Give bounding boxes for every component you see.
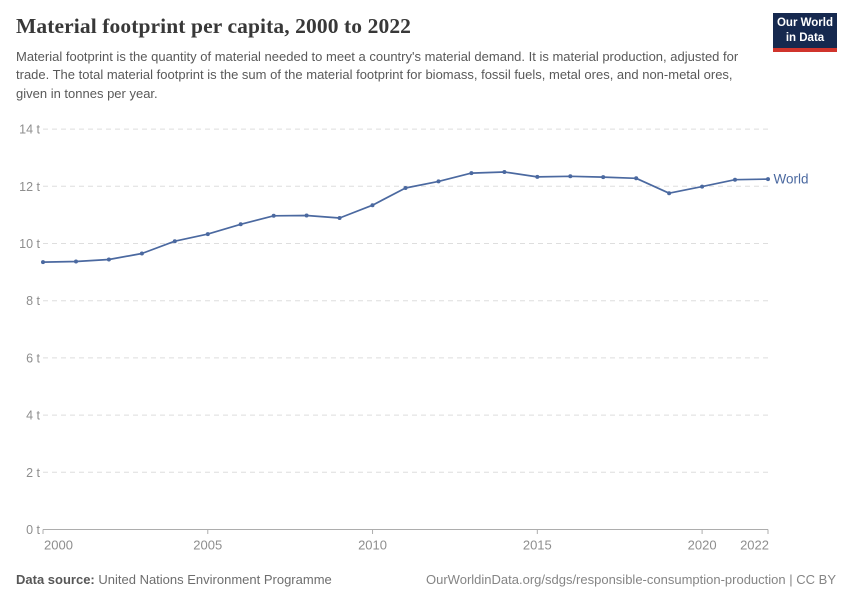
data-point-2022 <box>766 177 770 182</box>
owid-logo[interactable]: Our World in Data <box>773 13 837 52</box>
data-point-2010 <box>370 203 375 208</box>
data-source: Data source: United Nations Environment … <box>16 572 332 587</box>
data-point-2013 <box>469 171 474 176</box>
footer-url-link[interactable]: OurWorldinData.org/sdgs/responsible-cons… <box>426 572 786 587</box>
y-tick-label-4: 4 t <box>26 409 40 423</box>
y-tick-label-6: 6 t <box>26 351 40 365</box>
footer-attribution: OurWorldinData.org/sdgs/responsible-cons… <box>426 572 836 587</box>
y-tick-label-10: 10 t <box>19 237 40 251</box>
x-tick-label-2010: 2010 <box>358 538 387 553</box>
data-point-2001 <box>74 259 78 264</box>
data-point-2004 <box>172 239 177 244</box>
chart-footer: Data source: United Nations Environment … <box>16 572 836 587</box>
chart-title: Material footprint per capita, 2000 to 2… <box>16 14 412 38</box>
x-tick-label-2020: 2020 <box>688 538 717 553</box>
y-tick-label-8: 8 t <box>26 294 40 308</box>
data-point-2018 <box>634 176 639 181</box>
x-tick-label-2000: 2000 <box>44 538 73 553</box>
data-source-value: United Nations Environment Programme <box>98 572 332 587</box>
data-point-2021 <box>733 177 737 182</box>
y-tick-label-2: 2 t <box>26 466 40 480</box>
data-point-2008 <box>304 213 309 218</box>
owid-logo-line2: in Data <box>785 31 825 44</box>
y-tick-label-0: 0 t <box>26 523 40 537</box>
data-point-2015 <box>535 174 540 179</box>
data-point-2007 <box>271 213 276 218</box>
series-label-world[interactable]: World <box>774 172 809 187</box>
data-point-2009 <box>337 216 342 220</box>
x-tick-label-2015: 2015 <box>523 538 552 553</box>
series-line-world <box>42 171 769 263</box>
data-point-2014 <box>502 170 507 174</box>
data-source-label: Data source: <box>16 572 95 587</box>
data-point-2019 <box>667 191 672 196</box>
data-point-2017 <box>601 175 606 180</box>
x-tick-label-2022: 2022 <box>740 538 769 553</box>
y-tick-label-12: 12 t <box>19 180 40 194</box>
footer-separator: | <box>789 572 793 587</box>
data-point-2006 <box>238 222 243 227</box>
footer-license: CC BY <box>796 572 836 587</box>
chart-header: Material footprint per capita, 2000 to 2… <box>0 0 850 103</box>
data-point-2011 <box>403 186 408 190</box>
y-tick-label-14: 14 t <box>19 123 40 137</box>
x-tick-label-2005: 2005 <box>193 538 222 553</box>
owid-logo-line1: Our World <box>776 17 833 30</box>
data-point-2016 <box>568 174 573 179</box>
data-point-2000 <box>41 260 45 265</box>
data-point-2012 <box>436 179 441 184</box>
data-point-2020 <box>700 184 705 189</box>
chart-subtitle: Material footprint is the quantity of ma… <box>16 49 739 101</box>
data-point-2005 <box>205 232 210 237</box>
data-point-2003 <box>139 251 144 256</box>
data-point-2002 <box>106 257 111 262</box>
